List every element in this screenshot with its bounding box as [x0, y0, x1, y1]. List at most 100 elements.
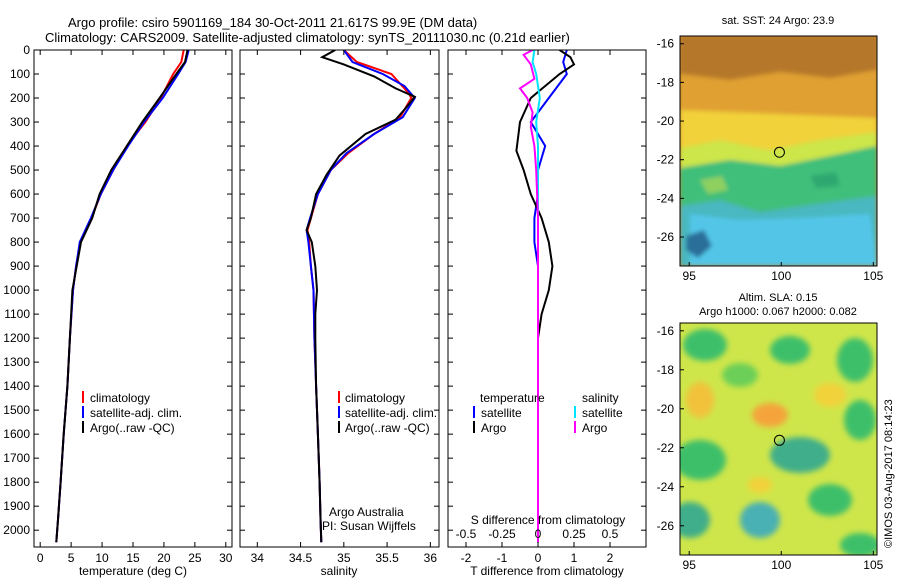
temperature-lines [55, 50, 190, 543]
y-tick-label: 1800 [3, 475, 30, 489]
header-line1: Argo profile: csiro 5901169_184 30-Oct-2… [68, 15, 477, 30]
salinity-lines [305, 50, 417, 543]
series-line-1 [55, 50, 190, 543]
temperature-xlabel: temperature (deg C) [79, 564, 187, 578]
y-tick-label: 1300 [3, 355, 30, 369]
y-tick-label: 700 [10, 211, 30, 225]
sst-map-marker [773, 146, 785, 158]
map-x-tick-label: 95 [683, 558, 697, 572]
x-tick-label: 1 [571, 551, 578, 565]
legend-title-temperature: temperature [480, 391, 545, 405]
y-tick-label: 1400 [3, 379, 30, 393]
map-y-tick-label: -24 [657, 191, 675, 205]
temperature-axes-frame [33, 49, 233, 548]
map-y-tick-label: -18 [657, 75, 675, 89]
x-tick-label: -1 [497, 551, 508, 565]
s-tick-label: 0.5 [602, 527, 619, 541]
sla-map-yticks: -16 -18 -20 -22 -24 -26 [657, 324, 684, 533]
legend-label-argo: Argo(..raw -QC) [345, 421, 430, 435]
difference-sticks: -0.5 -0.25 0 0.25 0.5 [456, 527, 619, 541]
sla-map-xticks: 95 100 105 [683, 551, 884, 572]
legend-label-s-satellite: satellite [582, 406, 623, 420]
s-tick-label: -0.25 [488, 527, 516, 541]
legend-label-argo: Argo(..raw -QC) [90, 421, 175, 435]
y-tick-label: 500 [10, 163, 30, 177]
map-y-tick-label: -26 [657, 519, 675, 533]
legend-title-salinity: salinity [582, 391, 619, 405]
difference-axes-frame [447, 49, 647, 548]
temperature-panel: 0 5 10 15 20 25 30 0 100 200 300 400 500 600 700 800 90… [3, 43, 233, 578]
salinity-xlabel: salinity [321, 564, 358, 578]
salinity-xticks: 34 34.5 35 35.5 36 [251, 50, 437, 565]
x-tick-label: 20 [157, 551, 171, 565]
credit-text: ©IMOS 03-Aug-2017 08:14:23 [883, 399, 895, 548]
map-y-tick-label: -22 [657, 441, 675, 455]
annotation-line1: Argo Australia [329, 505, 404, 519]
sst-map-title: sat. SST: 24 Argo: 23.9 [722, 15, 835, 27]
x-tick-label: 10 [95, 551, 109, 565]
s-tick-label: 0.25 [562, 527, 586, 541]
x-tick-label: 2 [607, 551, 614, 565]
map-y-tick-label: -22 [657, 153, 675, 167]
sla-map-marker [773, 434, 785, 446]
y-tick-label: 1900 [3, 499, 30, 513]
salinity-panel: 34 34.5 35 35.5 36 salinity climatology sate… [239, 49, 440, 578]
legend-label-satellite: satellite-adj. clim. [345, 406, 437, 420]
map-y-tick-label: -16 [657, 37, 675, 51]
difference-lines [515, 50, 576, 543]
sla-map-panel: Altim. SLA: 0.15 Argo h1000: 0.067 h2000… [657, 292, 884, 572]
map-y-tick-label: -16 [657, 324, 675, 338]
x-tick-label: 30 [219, 551, 233, 565]
x-tick-label: 15 [126, 551, 140, 565]
x-tick-label: -2 [461, 551, 472, 565]
depth-yticks: 0 100 200 300 400 500 600 700 800 900 1000 1100 1200… [3, 43, 232, 537]
series-line-1 [305, 50, 417, 543]
sst-map-yticks: -16 -18 -20 -22 -24 -26 [657, 37, 684, 244]
legend-label-s-argo: Argo [582, 421, 608, 435]
salinity-axes-frame [239, 49, 440, 548]
legend-label-climatology: climatology [90, 391, 150, 405]
series-line-2 [305, 50, 417, 543]
header-line2: Climatology: CARS2009. Satellite-adjuste… [45, 30, 570, 45]
x-tick-label: 34 [251, 551, 265, 565]
map-x-tick-label: 105 [863, 558, 883, 572]
difference-xlabel: T difference from climatology [470, 564, 624, 578]
y-tick-label: 800 [10, 235, 30, 249]
sst-map-panel: sat. SST: 24 Argo: 23.9 95 100 105 -16 -18 -… [657, 15, 884, 283]
legend-label-t-satellite: satellite [481, 406, 522, 420]
sla-map-title2: Argo h1000: 0.067 h2000: 0.082 [699, 306, 857, 318]
difference-xlabel-top: S difference from climatology [471, 513, 626, 527]
series-line-0 [55, 50, 185, 543]
y-tick-label: 1700 [3, 451, 30, 465]
y-tick-label: 0 [23, 43, 30, 57]
map-x-tick-label: 100 [771, 269, 791, 283]
s-tick-label: -0.5 [456, 527, 477, 541]
y-tick-label: 100 [10, 67, 30, 81]
map-y-tick-label: -18 [657, 363, 675, 377]
difference-xticks: -2 -1 0 1 2 [461, 50, 614, 565]
x-tick-label: 34.5 [289, 551, 313, 565]
legend-label-climatology: climatology [345, 391, 405, 405]
sst-map-frame [679, 35, 878, 267]
salinity-legend: climatology satellite-adj. clim. Argo(..… [338, 391, 437, 435]
y-tick-label: 200 [10, 91, 30, 105]
sst-map-xticks: 95 100 105 [683, 262, 884, 283]
series-line-3 [518, 50, 539, 543]
annotation-line2: PI: Susan Wijffels [322, 519, 416, 533]
x-tick-label: 35.5 [375, 551, 399, 565]
map-x-tick-label: 105 [863, 269, 883, 283]
y-tick-label: 1500 [3, 403, 30, 417]
sla-map-frame [679, 322, 878, 556]
map-y-tick-label: -20 [657, 402, 675, 416]
y-tick-label: 600 [10, 187, 30, 201]
x-tick-label: 0 [37, 551, 44, 565]
y-tick-label: 1200 [3, 331, 30, 345]
map-x-tick-label: 100 [771, 558, 791, 572]
y-tick-label: 1000 [3, 283, 30, 297]
map-x-tick-label: 95 [683, 269, 697, 283]
difference-panel: -2 -1 0 1 2 -0.5 -0.25 0 0.25 0.5 T difference f… [447, 49, 647, 578]
sla-map-title1: Altim. SLA: 0.15 [739, 292, 818, 304]
x-tick-label: 25 [188, 551, 202, 565]
legend-label-t-argo: Argo [481, 421, 507, 435]
